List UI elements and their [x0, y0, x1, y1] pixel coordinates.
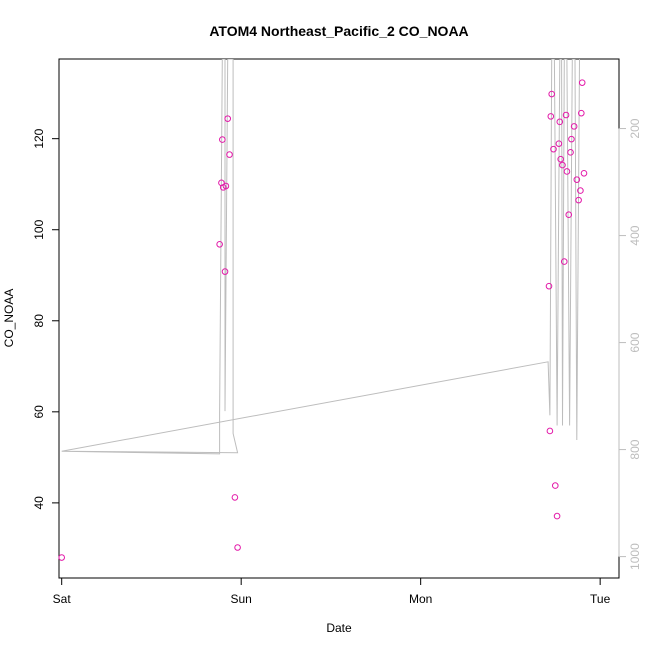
- series-line-layer: [61, 59, 580, 455]
- data-point: [216, 240, 223, 248]
- data-point: [570, 123, 578, 130]
- x-tick-label: Mon: [409, 592, 432, 606]
- data-point: [219, 136, 226, 143]
- secondary-y-axis: 200 400 600 800 1000: [618, 118, 642, 570]
- data-point: [565, 211, 573, 218]
- x-axis-label: Date: [326, 621, 352, 635]
- data-point: [580, 169, 588, 177]
- x-axis: Sat Sun Mon Tue: [53, 577, 611, 606]
- y-tick-label: 40: [32, 496, 46, 510]
- data-point: [575, 196, 582, 204]
- data-point: [545, 282, 553, 290]
- data-point: [568, 135, 575, 143]
- plot-area: [58, 58, 620, 579]
- data-point: [562, 111, 570, 119]
- data-point: [548, 90, 555, 98]
- data-point: [546, 427, 554, 435]
- data-point: [557, 155, 564, 163]
- data-point: [221, 268, 229, 275]
- data-point: [547, 113, 555, 120]
- data-point: [550, 145, 557, 153]
- data-point: [58, 554, 65, 561]
- secondary-y-tick-label: 200: [628, 118, 642, 138]
- secondary-y-tick-label: 1000: [628, 543, 642, 570]
- data-point: [556, 118, 564, 126]
- y-tick-label: 120: [32, 128, 46, 148]
- data-point: [559, 161, 566, 169]
- chart-title: ATOM4 Northeast_Pacific_2 CO_NOAA: [209, 23, 468, 39]
- y-tick-label: 100: [32, 219, 46, 239]
- data-point: [226, 151, 233, 158]
- x-tick-label: Tue: [590, 592, 611, 606]
- y-axis: 40 60 80 100 120: [32, 128, 60, 510]
- secondary-y-tick-label: 600: [628, 332, 642, 352]
- data-point: [551, 482, 559, 489]
- y-axis-label: CO_NOAA: [2, 289, 16, 348]
- data-point: [578, 79, 586, 86]
- x-tick-label: Sat: [53, 592, 72, 606]
- plot-frame: [58, 58, 620, 579]
- y-tick-label: 60: [32, 405, 46, 419]
- data-point: [578, 109, 585, 117]
- data-point: [231, 494, 239, 501]
- secondary-y-tick-label: 400: [628, 225, 642, 245]
- x-tick-label: Sun: [230, 592, 251, 606]
- data-point: [222, 182, 230, 190]
- secondary-y-tick-label: 800: [628, 439, 642, 459]
- data-point: [553, 512, 561, 520]
- data-point: [234, 544, 241, 551]
- data-point: [560, 258, 568, 265]
- data-point: [563, 168, 571, 175]
- data-point: [577, 187, 584, 194]
- data-point: [573, 176, 581, 183]
- series-points-layer: [58, 79, 588, 561]
- y-tick-label: 80: [32, 314, 46, 328]
- data-point: [224, 115, 232, 122]
- data-point: [555, 140, 563, 147]
- series-line: [61, 59, 580, 455]
- data-point: [567, 149, 574, 156]
